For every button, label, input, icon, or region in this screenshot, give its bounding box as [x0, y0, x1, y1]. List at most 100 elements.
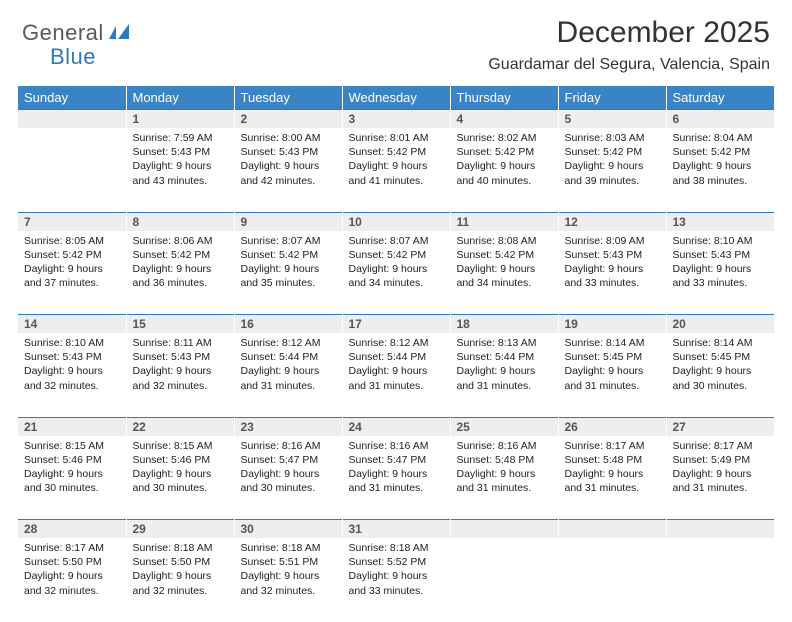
- day-number: 17: [342, 315, 450, 334]
- day-cell: Sunrise: 8:12 AMSunset: 5:44 PMDaylight:…: [342, 333, 450, 417]
- daylight-text: Daylight: 9 hours: [673, 262, 769, 276]
- week-daynum-row: 78910111213: [18, 212, 774, 231]
- daylight-text: and 32 minutes.: [24, 379, 120, 393]
- day-cell: Sunrise: 8:15 AMSunset: 5:46 PMDaylight:…: [18, 436, 126, 520]
- calendar-table: Sunday Monday Tuesday Wednesday Thursday…: [18, 86, 774, 622]
- sunrise-text: Sunrise: 8:17 AM: [673, 439, 769, 453]
- daylight-text: and 33 minutes.: [673, 276, 769, 290]
- day-number: [558, 520, 666, 539]
- day-number: 26: [558, 417, 666, 436]
- day-number: 14: [18, 315, 126, 334]
- daylight-text: Daylight: 9 hours: [673, 467, 769, 481]
- day-number: [666, 520, 774, 539]
- daylight-text: and 31 minutes.: [349, 379, 444, 393]
- sunrise-text: Sunrise: 8:15 AM: [24, 439, 120, 453]
- day-cell: Sunrise: 8:14 AMSunset: 5:45 PMDaylight:…: [558, 333, 666, 417]
- daylight-text: Daylight: 9 hours: [673, 364, 769, 378]
- day-cell: Sunrise: 8:17 AMSunset: 5:48 PMDaylight:…: [558, 436, 666, 520]
- day-header: Saturday: [666, 86, 774, 110]
- day-number: 7: [18, 212, 126, 231]
- logo: General Blue: [22, 20, 133, 46]
- day-cell: Sunrise: 8:05 AMSunset: 5:42 PMDaylight:…: [18, 231, 126, 315]
- daylight-text: Daylight: 9 hours: [565, 159, 660, 173]
- daylight-text: and 31 minutes.: [457, 481, 552, 495]
- daylight-text: Daylight: 9 hours: [133, 262, 228, 276]
- day-number: 31: [342, 520, 450, 539]
- location: Guardamar del Segura, Valencia, Spain: [488, 56, 770, 74]
- daylight-text: and 34 minutes.: [349, 276, 444, 290]
- sunrise-text: Sunrise: 8:05 AM: [24, 234, 120, 248]
- sunrise-text: Sunrise: 8:04 AM: [673, 131, 769, 145]
- sunset-text: Sunset: 5:42 PM: [349, 248, 444, 262]
- day-number: [18, 110, 126, 129]
- sunset-text: Sunset: 5:43 PM: [673, 248, 769, 262]
- day-number: 16: [234, 315, 342, 334]
- daylight-text: and 42 minutes.: [241, 174, 336, 188]
- day-cell: Sunrise: 8:15 AMSunset: 5:46 PMDaylight:…: [126, 436, 234, 520]
- week-daynum-row: 21222324252627: [18, 417, 774, 436]
- sunrise-text: Sunrise: 8:13 AM: [457, 336, 552, 350]
- day-number: 19: [558, 315, 666, 334]
- daylight-text: Daylight: 9 hours: [241, 467, 336, 481]
- sunrise-text: Sunrise: 8:16 AM: [349, 439, 444, 453]
- daylight-text: Daylight: 9 hours: [565, 262, 660, 276]
- daylight-text: Daylight: 9 hours: [133, 569, 228, 583]
- week-content-row: Sunrise: 7:59 AM Sunset: 5:43 PM Daylight:…: [18, 128, 774, 212]
- daylight-text: Daylight: 9 hours: [673, 159, 769, 173]
- day-cell: Sunrise: 8:04 AMSunset: 5:42 PMDaylight:…: [666, 128, 774, 212]
- daylight-text: and 30 minutes.: [673, 379, 769, 393]
- daylight-text: and 39 minutes.: [565, 174, 660, 188]
- sunset-text: Sunset: 5:42 PM: [565, 145, 660, 159]
- daylight-text: Daylight: 9 hours: [565, 467, 660, 481]
- sunset-text: Sunset: 5:48 PM: [565, 453, 660, 467]
- day-number: 12: [558, 212, 666, 231]
- sunrise-text: Sunrise: 7:59 AM: [133, 131, 228, 145]
- day-number: 27: [666, 417, 774, 436]
- daylight-text: and 37 minutes.: [24, 276, 120, 290]
- daylight-text: Daylight: 9 hours: [565, 364, 660, 378]
- week-daynum-row: 28293031: [18, 520, 774, 539]
- day-number: 22: [126, 417, 234, 436]
- daylight-text: Daylight: 9 hours: [349, 159, 444, 173]
- sunset-text: Sunset: 5:46 PM: [24, 453, 120, 467]
- sunset-text: Sunset: 5:51 PM: [241, 555, 336, 569]
- day-number: 15: [126, 315, 234, 334]
- daylight-text: and 30 minutes.: [133, 481, 228, 495]
- week-content-row: Sunrise: 8:05 AM Sunset: 5:42 PM Daylight:…: [18, 231, 774, 315]
- day-cell: Sunrise: 8:01 AMSunset: 5:42 PMDaylight:…: [342, 128, 450, 212]
- day-cell: Sunrise: 8:17 AMSunset: 5:50 PMDaylight:…: [18, 538, 126, 622]
- sunset-text: Sunset: 5:43 PM: [24, 350, 120, 364]
- daylight-text: and 38 minutes.: [673, 174, 769, 188]
- month-title: December 2025: [488, 16, 770, 50]
- day-header: Wednesday: [342, 86, 450, 110]
- sunset-text: Sunset: 5:50 PM: [133, 555, 228, 569]
- sunrise-text: Sunrise: 8:16 AM: [457, 439, 552, 453]
- sunset-text: Sunset: 5:43 PM: [241, 145, 336, 159]
- daylight-text: Daylight: 9 hours: [24, 569, 120, 583]
- day-cell: Sunrise: 8:10 AMSunset: 5:43 PMDaylight:…: [666, 231, 774, 315]
- daylight-text: and 36 minutes.: [133, 276, 228, 290]
- daylight-text: and 31 minutes.: [241, 379, 336, 393]
- day-number: 1: [126, 110, 234, 129]
- day-cell: Sunrise: 8:17 AMSunset: 5:49 PMDaylight:…: [666, 436, 774, 520]
- sunset-text: Sunset: 5:42 PM: [457, 248, 552, 262]
- sunset-text: Sunset: 5:47 PM: [349, 453, 444, 467]
- sunrise-text: Sunrise: 8:16 AM: [241, 439, 336, 453]
- day-cell: Sunrise: 8:06 AMSunset: 5:42 PMDaylight:…: [126, 231, 234, 315]
- day-number: 20: [666, 315, 774, 334]
- week-daynum-row: 14151617181920: [18, 315, 774, 334]
- daylight-text: and 32 minutes.: [133, 379, 228, 393]
- daylight-text: Daylight: 9 hours: [457, 467, 552, 481]
- day-number: 4: [450, 110, 558, 129]
- day-number: 5: [558, 110, 666, 129]
- sunset-text: Sunset: 5:50 PM: [24, 555, 120, 569]
- sunrise-text: Sunrise: 8:18 AM: [349, 541, 444, 555]
- sunrise-text: Sunrise: 8:01 AM: [349, 131, 444, 145]
- day-cell: [18, 128, 126, 212]
- daylight-text: and 43 minutes.: [133, 174, 228, 188]
- daylight-text: Daylight: 9 hours: [241, 262, 336, 276]
- sunset-text: Sunset: 5:44 PM: [457, 350, 552, 364]
- day-number: 10: [342, 212, 450, 231]
- week-daynum-row: 123456: [18, 110, 774, 129]
- sunrise-text: Sunrise: 8:17 AM: [24, 541, 120, 555]
